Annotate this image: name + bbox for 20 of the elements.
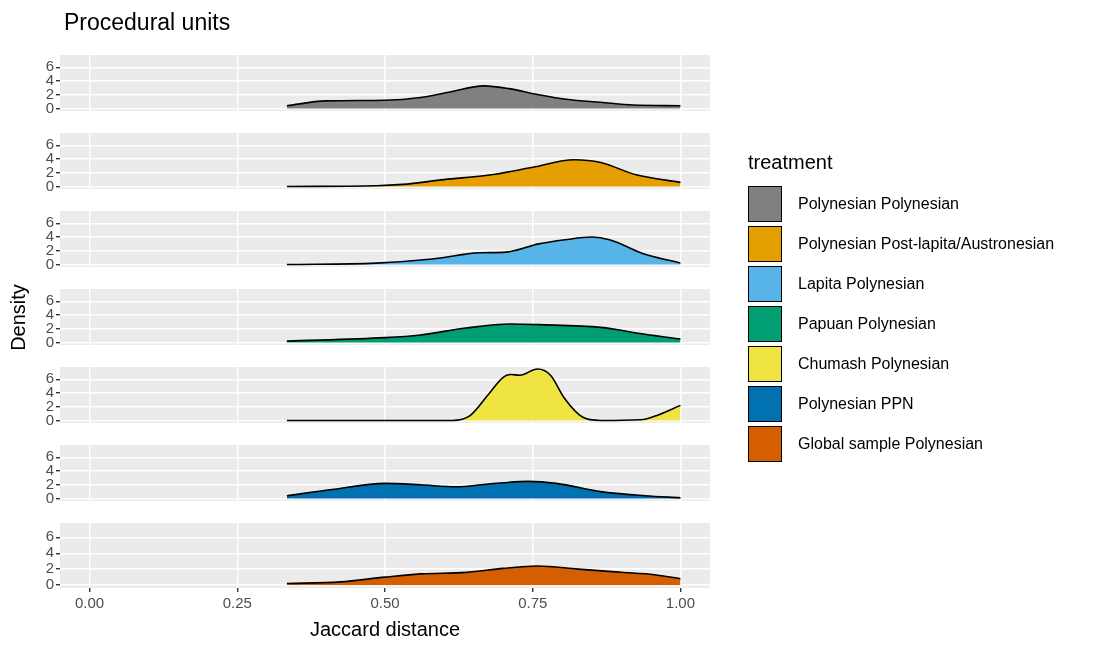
y-tick-label: 6	[45, 527, 54, 545]
text: Lapita Polynesian	[798, 274, 925, 293]
text: Polynesian Post-lapita/Austronesian	[798, 234, 1055, 253]
x-axis-title: Jaccard distance	[309, 617, 461, 640]
legend-title: treatment	[748, 150, 834, 174]
legend-label: Polynesian Polynesian	[798, 194, 959, 213]
text: Polynesian PPN	[798, 394, 914, 413]
y-tick-label: 0	[45, 575, 54, 593]
x-tick-label: 0.50	[370, 594, 400, 612]
x-tick-label: 0.75	[518, 594, 548, 612]
x-tick-label: 1.00	[665, 594, 696, 612]
y-tick-label: 2	[45, 559, 54, 577]
y-axis-title: Density	[6, 283, 30, 351]
text: Papuan Polynesian	[798, 314, 936, 333]
text: Global sample Polynesian	[798, 434, 983, 453]
chart-title: Procedural units	[64, 8, 232, 37]
x-tick-label: 0.00	[74, 594, 105, 612]
text: Chumash Polynesian	[798, 354, 950, 373]
y-tick-label: 4	[45, 543, 54, 561]
x-tick-label: 0.25	[222, 594, 252, 612]
